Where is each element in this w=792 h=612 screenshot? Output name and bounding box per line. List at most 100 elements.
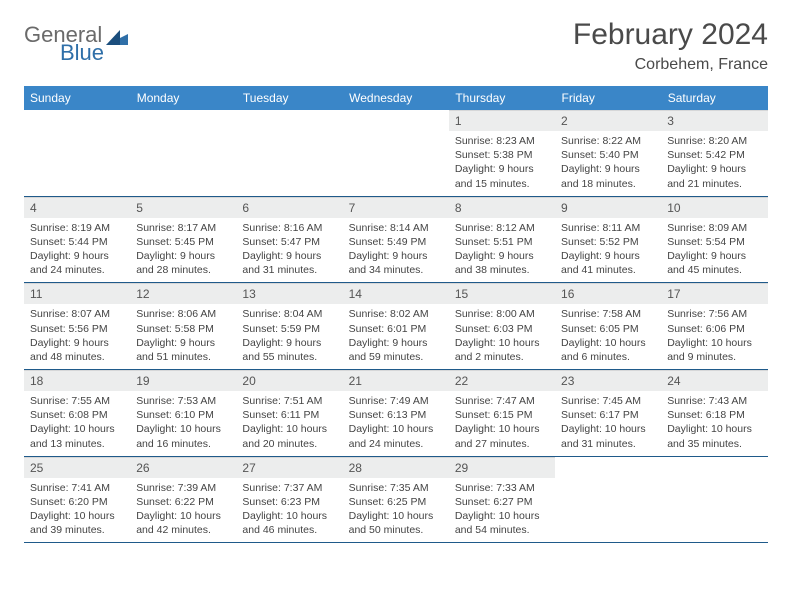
sunset-text: Sunset: 6:06 PM bbox=[667, 322, 761, 336]
calendar-day-cell: 7Sunrise: 8:14 AMSunset: 5:49 PMDaylight… bbox=[343, 196, 449, 283]
calendar-day-cell: 16Sunrise: 7:58 AMSunset: 6:05 PMDayligh… bbox=[555, 283, 661, 370]
sunrise-text: Sunrise: 8:06 AM bbox=[136, 307, 230, 321]
calendar-day-cell: 20Sunrise: 7:51 AMSunset: 6:11 PMDayligh… bbox=[236, 370, 342, 457]
daylight-text: Daylight: 10 hours and 46 minutes. bbox=[242, 509, 336, 537]
day-data: Sunrise: 7:33 AMSunset: 6:27 PMDaylight:… bbox=[449, 478, 555, 543]
sunrise-text: Sunrise: 8:02 AM bbox=[349, 307, 443, 321]
weekday-header: Thursday bbox=[449, 86, 555, 110]
sunrise-text: Sunrise: 7:47 AM bbox=[455, 394, 549, 408]
sunset-text: Sunset: 5:56 PM bbox=[30, 322, 124, 336]
sunrise-text: Sunrise: 7:45 AM bbox=[561, 394, 655, 408]
daylight-text: Daylight: 10 hours and 13 minutes. bbox=[30, 422, 124, 450]
sunrise-text: Sunrise: 8:14 AM bbox=[349, 221, 443, 235]
calendar-day-cell: 5Sunrise: 8:17 AMSunset: 5:45 PMDaylight… bbox=[130, 196, 236, 283]
day-number: 23 bbox=[555, 370, 661, 391]
day-number: 22 bbox=[449, 370, 555, 391]
weekday-header: Friday bbox=[555, 86, 661, 110]
daylight-text: Daylight: 10 hours and 50 minutes. bbox=[349, 509, 443, 537]
weekday-header: Sunday bbox=[24, 86, 130, 110]
sunrise-text: Sunrise: 8:00 AM bbox=[455, 307, 549, 321]
calendar-week-row: 18Sunrise: 7:55 AMSunset: 6:08 PMDayligh… bbox=[24, 370, 768, 457]
day-number: 9 bbox=[555, 197, 661, 218]
day-data: Sunrise: 8:07 AMSunset: 5:56 PMDaylight:… bbox=[24, 304, 130, 369]
calendar-week-row: 25 Sunrise: 7:41 AMSunset: 6:20 PM Dayligh… bbox=[24, 456, 768, 543]
day-number: 8 bbox=[449, 197, 555, 218]
daylight-text: Daylight: 10 hours and 27 minutes. bbox=[455, 422, 549, 450]
sunset-text: Sunset: 6:15 PM bbox=[455, 408, 549, 422]
daylight-text: Daylight: 9 hours and 18 minutes. bbox=[561, 162, 655, 190]
day-number: 19 bbox=[130, 370, 236, 391]
day-number: 13 bbox=[236, 283, 342, 304]
sunrise-text: Sunrise: 7:39 AM bbox=[136, 481, 230, 495]
daylight-text: Daylight: 10 hours and 35 minutes. bbox=[667, 422, 761, 450]
calendar-day-cell bbox=[130, 110, 236, 196]
calendar-day-cell bbox=[24, 110, 130, 196]
daylight-text: Daylight: 10 hours and 42 minutes. bbox=[136, 509, 230, 537]
sunrise-text: Sunrise: 8:12 AM bbox=[455, 221, 549, 235]
calendar-day-cell: 15Sunrise: 8:00 AMSunset: 6:03 PMDayligh… bbox=[449, 283, 555, 370]
day-data: Sunrise: 7:51 AMSunset: 6:11 PMDaylight:… bbox=[236, 391, 342, 456]
calendar-table: Sunday Monday Tuesday Wednesday Thursday… bbox=[24, 86, 768, 543]
calendar-day-cell bbox=[555, 456, 661, 543]
daylight-text: Daylight: 9 hours and 48 minutes. bbox=[30, 336, 124, 364]
daylight-text: Daylight: 10 hours and 9 minutes. bbox=[667, 336, 761, 364]
sunrise-text: Sunrise: 7:35 AM bbox=[349, 481, 443, 495]
calendar-day-cell: 24Sunrise: 7:43 AMSunset: 6:18 PMDayligh… bbox=[661, 370, 767, 457]
weekday-header: Wednesday bbox=[343, 86, 449, 110]
calendar-day-cell: 18Sunrise: 7:55 AMSunset: 6:08 PMDayligh… bbox=[24, 370, 130, 457]
calendar-day-cell: 26Sunrise: 7:39 AMSunset: 6:22 PMDayligh… bbox=[130, 456, 236, 543]
day-data: Sunrise: 8:20 AMSunset: 5:42 PMDaylight:… bbox=[661, 131, 767, 196]
daylight-text: Daylight: 10 hours and 20 minutes. bbox=[242, 422, 336, 450]
sunset-text: Sunset: 6:11 PM bbox=[242, 408, 336, 422]
sunset-text: Sunset: 6:27 PM bbox=[455, 495, 549, 509]
day-number: 29 bbox=[449, 457, 555, 478]
sunrise-text: Sunrise: 8:20 AM bbox=[667, 134, 761, 148]
day-number: 1 bbox=[449, 110, 555, 131]
sunset-text: Sunset: 6:17 PM bbox=[561, 408, 655, 422]
sunset-text: Sunset: 5:45 PM bbox=[136, 235, 230, 249]
calendar-day-cell: 11Sunrise: 8:07 AMSunset: 5:56 PMDayligh… bbox=[24, 283, 130, 370]
calendar-day-cell: 8Sunrise: 8:12 AMSunset: 5:51 PMDaylight… bbox=[449, 196, 555, 283]
sunset-text: Sunset: 5:47 PM bbox=[242, 235, 336, 249]
calendar-day-cell: 25Sunrise: 7:41 AMSunset: 6:20 PMDayligh… bbox=[24, 456, 130, 543]
day-data: Sunrise: 8:19 AMSunset: 5:44 PMDaylight:… bbox=[24, 218, 130, 283]
daylight-text: Daylight: 9 hours and 38 minutes. bbox=[455, 249, 549, 277]
sunset-text: Sunset: 6:20 PM bbox=[30, 495, 124, 509]
calendar-day-cell: 6Sunrise: 8:16 AMSunset: 5:47 PMDaylight… bbox=[236, 196, 342, 283]
day-data: Sunrise: 7:49 AMSunset: 6:13 PMDaylight:… bbox=[343, 391, 449, 456]
sunrise-text: Sunrise: 7:55 AM bbox=[30, 394, 124, 408]
day-data: Sunrise: 7:47 AMSunset: 6:15 PMDaylight:… bbox=[449, 391, 555, 456]
calendar-day-cell: 9Sunrise: 8:11 AMSunset: 5:52 PMDaylight… bbox=[555, 196, 661, 283]
day-number: 3 bbox=[661, 110, 767, 131]
sunrise-text: Sunrise: 8:19 AM bbox=[30, 221, 124, 235]
day-data: Sunrise: 7:37 AMSunset: 6:23 PMDaylight:… bbox=[236, 478, 342, 543]
sunrise-text: Sunrise: 8:11 AM bbox=[561, 221, 655, 235]
day-number: 25 bbox=[24, 457, 130, 478]
calendar-day-cell bbox=[343, 110, 449, 196]
sunset-text: Sunset: 5:59 PM bbox=[242, 322, 336, 336]
daylight-text: Daylight: 9 hours and 51 minutes. bbox=[136, 336, 230, 364]
day-number: 4 bbox=[24, 197, 130, 218]
calendar-day-cell: 23Sunrise: 7:45 AMSunset: 6:17 PMDayligh… bbox=[555, 370, 661, 457]
daylight-text: Daylight: 10 hours and 2 minutes. bbox=[455, 336, 549, 364]
calendar-day-cell: 13Sunrise: 8:04 AMSunset: 5:59 PMDayligh… bbox=[236, 283, 342, 370]
sunrise-text: Sunrise: 7:37 AM bbox=[242, 481, 336, 495]
daylight-text: Daylight: 10 hours and 6 minutes. bbox=[561, 336, 655, 364]
sunrise-text: Sunrise: 7:41 AM bbox=[30, 481, 124, 495]
day-data: Sunrise: 7:35 AMSunset: 6:25 PMDaylight:… bbox=[343, 478, 449, 543]
sunset-text: Sunset: 5:40 PM bbox=[561, 148, 655, 162]
day-data: Sunrise: 8:11 AMSunset: 5:52 PMDaylight:… bbox=[555, 218, 661, 283]
sunset-text: Sunset: 5:58 PM bbox=[136, 322, 230, 336]
sunset-text: Sunset: 6:03 PM bbox=[455, 322, 549, 336]
daylight-text: Daylight: 9 hours and 45 minutes. bbox=[667, 249, 761, 277]
daylight-text: Daylight: 10 hours and 16 minutes. bbox=[136, 422, 230, 450]
sunset-text: Sunset: 5:54 PM bbox=[667, 235, 761, 249]
day-number: 28 bbox=[343, 457, 449, 478]
calendar-day-cell: 28Sunrise: 7:35 AMSunset: 6:25 PMDayligh… bbox=[343, 456, 449, 543]
sunrise-text: Sunrise: 7:53 AM bbox=[136, 394, 230, 408]
calendar-day-cell bbox=[661, 456, 767, 543]
sunrise-text: Sunrise: 8:22 AM bbox=[561, 134, 655, 148]
day-number: 20 bbox=[236, 370, 342, 391]
day-number: 5 bbox=[130, 197, 236, 218]
calendar-day-cell: 14Sunrise: 8:02 AMSunset: 6:01 PMDayligh… bbox=[343, 283, 449, 370]
